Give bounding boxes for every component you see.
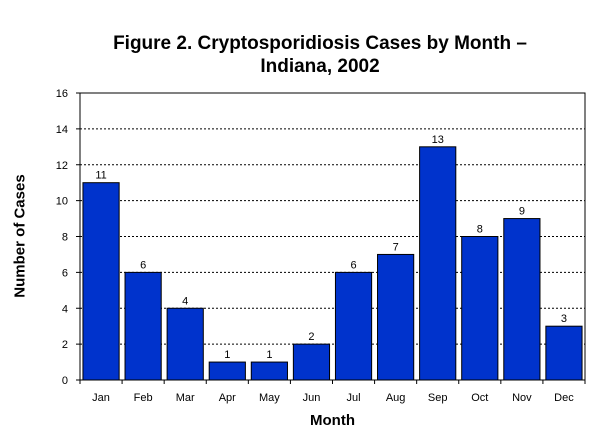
- bar-apr: [208, 361, 246, 381]
- x-tick-label: Jan: [92, 392, 110, 404]
- data-label: 8: [477, 224, 483, 236]
- y-tick-label: 12: [56, 160, 68, 172]
- bar-may: [250, 361, 288, 381]
- x-tick-label: Feb: [134, 392, 153, 404]
- data-label: 2: [308, 331, 314, 343]
- bar-aug: [377, 253, 415, 381]
- data-label: 4: [182, 295, 188, 307]
- bar-feb: [124, 271, 162, 381]
- y-tick-label: 16: [56, 88, 68, 100]
- bar-sep: [419, 146, 457, 381]
- chart-title-line-2: Indiana, 2002: [260, 56, 380, 77]
- bar-oct: [461, 236, 499, 381]
- chart-title: Figure 2. Cryptosporidiosis Cases by Mon…: [60, 32, 580, 78]
- data-label: 3: [561, 313, 567, 325]
- y-tick-label: 2: [62, 339, 68, 351]
- chart-title-line-1: Figure 2. Cryptosporidiosis Cases by Mon…: [113, 33, 527, 54]
- x-tick-label: Nov: [512, 392, 532, 404]
- x-tick-label: May: [259, 392, 280, 404]
- bar-jul: [334, 271, 373, 381]
- y-tick-label: 10: [56, 196, 68, 208]
- bar-jan: [82, 182, 120, 381]
- bar-jun: [292, 343, 331, 381]
- y-tick-label: 0: [62, 375, 68, 387]
- x-tick-label: Aug: [386, 392, 406, 404]
- x-tick-label: Apr: [219, 392, 236, 404]
- y-tick-label: 6: [62, 267, 68, 279]
- data-label: 9: [519, 206, 525, 218]
- x-tick-label: Mar: [176, 392, 195, 404]
- data-label: 13: [432, 134, 444, 146]
- x-tick-label: Jun: [303, 392, 321, 404]
- x-axis-label: Month: [310, 412, 355, 429]
- plot-frame: [79, 92, 586, 381]
- data-label: 6: [350, 259, 356, 271]
- bar-dec: [545, 325, 583, 381]
- data-label: 1: [224, 349, 230, 361]
- data-label: 7: [393, 241, 399, 253]
- bar-mar: [166, 307, 204, 381]
- x-tick-label: Oct: [471, 392, 488, 404]
- y-tick-label: 4: [62, 303, 68, 315]
- bar-nov: [503, 218, 541, 381]
- x-tick-label: Jul: [347, 392, 361, 404]
- data-label: 11: [95, 170, 106, 182]
- y-tick-label: 14: [56, 124, 68, 136]
- data-label: 6: [140, 259, 146, 271]
- data-label: 1: [266, 349, 272, 361]
- x-tick-label: Sep: [428, 392, 448, 404]
- x-tick-label: Dec: [554, 392, 574, 404]
- y-tick-label: 8: [62, 232, 68, 244]
